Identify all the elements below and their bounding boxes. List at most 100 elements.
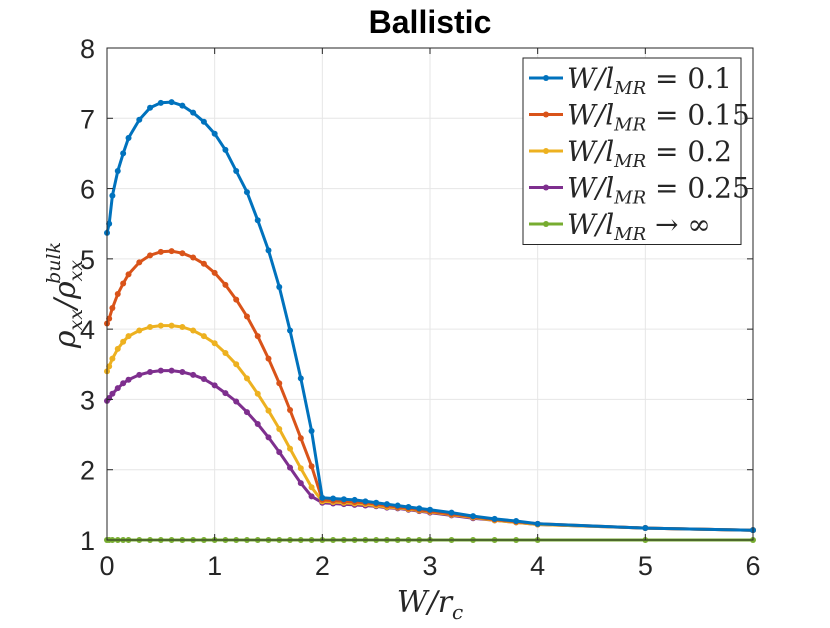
legend-item: W/lMR → ∞ [529, 208, 711, 245]
data-point [254, 390, 261, 397]
data-point [136, 116, 143, 123]
data-point [147, 252, 154, 259]
data-point [362, 498, 369, 505]
legend-label-rest: = 0.25 [646, 172, 750, 205]
data-point [125, 271, 132, 278]
data-point [308, 463, 315, 470]
data-point [168, 248, 175, 255]
x-tick-label: 1 [207, 551, 222, 581]
data-point [351, 496, 358, 503]
data-point [136, 371, 143, 378]
data-point [243, 409, 250, 416]
data-point [200, 333, 207, 340]
data-point [147, 104, 154, 111]
data-point [125, 376, 132, 383]
data-point [125, 134, 132, 141]
legend-marker [543, 221, 549, 227]
data-point [394, 502, 401, 509]
x-tick-label: 6 [745, 551, 760, 581]
data-point [330, 495, 337, 502]
data-point [211, 382, 218, 389]
x-tick-label: 5 [638, 551, 653, 581]
data-point [276, 449, 283, 456]
data-point [254, 333, 261, 340]
y-tick-label: 2 [80, 456, 95, 486]
data-point [319, 494, 326, 501]
data-point [265, 355, 272, 362]
data-point [265, 434, 272, 441]
data-point [416, 505, 423, 512]
data-point [287, 327, 294, 334]
data-point [243, 375, 250, 382]
data-point [297, 480, 304, 487]
data-point [109, 305, 116, 312]
legend-label-main: W/l [567, 99, 614, 132]
data-point [276, 283, 283, 290]
legend-label-sub: MR [613, 224, 646, 245]
data-point [168, 322, 175, 329]
data-point [114, 385, 121, 392]
data-point [340, 496, 347, 503]
data-point [534, 520, 541, 527]
data-point [308, 484, 315, 491]
series-group [104, 99, 756, 543]
data-point [276, 380, 283, 387]
data-point [222, 146, 229, 153]
data-point [120, 338, 127, 345]
legend-label-main: W/l [567, 208, 614, 241]
legend-label: W/lMR = 0.15 [567, 99, 750, 136]
x-axis-label: W/rc [397, 585, 464, 623]
data-point [109, 355, 116, 362]
data-point [427, 506, 433, 513]
data-point [200, 260, 207, 267]
axes [106, 47, 754, 541]
data-point [125, 333, 132, 340]
data-point [265, 247, 272, 254]
x-tick-label: 2 [315, 551, 330, 581]
data-point [254, 217, 261, 224]
data-point [136, 259, 143, 266]
legend-marker [543, 111, 549, 118]
data-point [383, 501, 390, 508]
legend-label-sub: MR [613, 151, 646, 172]
x-tick-label: 4 [530, 551, 545, 581]
data-point [179, 250, 186, 257]
legend-item: W/lMR = 0.1 [529, 62, 732, 99]
data-point [491, 515, 498, 522]
legend-label-main: W/l [567, 62, 614, 95]
legend-label-sub: MR [613, 188, 646, 209]
legend-label: W/lMR → ∞ [567, 208, 711, 245]
data-point [222, 350, 229, 357]
data-point [114, 291, 121, 297]
legend-label-rest: = 0.1 [646, 62, 732, 95]
data-point [233, 361, 240, 368]
data-point [147, 369, 154, 376]
legend-label-sub: MR [613, 78, 646, 99]
data-point [211, 269, 218, 276]
data-point [405, 503, 412, 510]
data-point [190, 254, 197, 261]
y-tick-label: 5 [80, 245, 95, 275]
data-point [157, 367, 164, 374]
x-tick-label: 3 [422, 551, 437, 581]
data-point [120, 380, 127, 387]
data-point [297, 465, 304, 472]
data-point [157, 322, 164, 329]
data-point [287, 464, 294, 471]
legend-marker [543, 148, 549, 154]
data-point [200, 118, 207, 125]
data-point [168, 99, 175, 106]
legend-label-rest: → ∞ [646, 208, 711, 241]
data-point [157, 248, 164, 255]
data-point [448, 509, 455, 516]
y-tick-label: 8 [80, 34, 95, 64]
axes-box [106, 47, 754, 541]
data-point [297, 375, 304, 382]
data-point [190, 109, 197, 116]
data-point [106, 220, 113, 227]
data-point [276, 425, 283, 432]
x-tick-label: 0 [99, 551, 114, 581]
